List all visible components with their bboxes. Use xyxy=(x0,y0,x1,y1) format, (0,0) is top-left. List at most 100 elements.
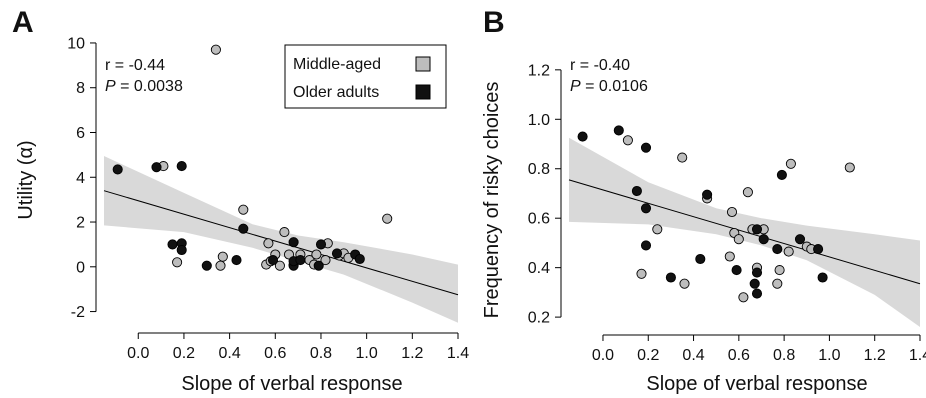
panel-b-point-older-adults xyxy=(751,267,763,278)
panel-b-point-older-adults xyxy=(640,203,652,214)
panel-b-point-middle-aged xyxy=(774,265,785,276)
panel-b-point-older-adults xyxy=(731,265,742,276)
panel-b-point-middle-aged xyxy=(738,292,749,303)
panel-a-point-older-adults xyxy=(267,255,279,266)
panel-b-y-tick-label: 1.0 xyxy=(528,112,550,129)
panel-b-point-older-adults xyxy=(613,125,624,136)
panel-a-point-middle-aged xyxy=(311,249,322,260)
panel-a-point-older-adults xyxy=(331,248,343,259)
panel-b-point-older-adults xyxy=(772,244,783,255)
panel-b: B 0.0 0.2 0.4 0.6 0.8 1.0 1.2 1.4 0.2 0.4 0.6 0.8 1.… xyxy=(481,6,926,395)
panel-b-plot: 0.0 0.2 0.4 0.6 0.8 1.0 1.2 1.4 0.2 0.4 0.6 0.8 1.0 1… xyxy=(528,62,926,364)
panel-b-x-tick-label: 0.2 xyxy=(637,347,659,364)
panel-a-y-axis-label: Utility (α) xyxy=(15,140,37,219)
panel-a-point-middle-aged xyxy=(279,227,290,238)
panel-b-point-older-adults xyxy=(640,240,652,251)
panel-a-point-older-adults xyxy=(238,223,249,234)
panel-b-point-middle-aged xyxy=(844,162,855,173)
panel-a-x-tick-label: 1.4 xyxy=(447,345,469,362)
panel-b-y-tick-label: 0.4 xyxy=(528,260,550,277)
panel-a-point-middle-aged xyxy=(210,44,221,55)
panel-a: A 0.0 0.2 0.4 0.6 0.8 1.0 1.2 1.4 -2 0 2 4 6 8 10 r = … xyxy=(12,6,469,395)
panel-b-r-stat: r = -0.40 xyxy=(570,57,630,74)
panel-a-point-older-adults xyxy=(231,255,242,266)
panel-a-point-middle-aged xyxy=(274,260,285,271)
panel-a-y-tick-label: 8 xyxy=(76,80,85,97)
panel-b-x-tick-label: 1.4 xyxy=(909,347,926,364)
panel-a-point-middle-aged xyxy=(238,204,249,215)
panel-b-point-middle-aged xyxy=(742,187,753,198)
panel-a-point-middle-aged xyxy=(263,238,274,249)
panel-a-x-tick-label: 1.0 xyxy=(356,345,378,362)
panel-a-point-older-adults xyxy=(288,237,299,248)
panel-a-y-tick-label: 10 xyxy=(67,35,85,52)
panel-b-point-older-adults xyxy=(749,278,760,289)
panel-b-y-tick-label: 1.2 xyxy=(528,62,550,79)
panel-b-y-tick-label: 0.2 xyxy=(528,310,550,327)
panel-b-x-tick-label: 1.0 xyxy=(818,347,840,364)
panel-b-point-older-adults xyxy=(758,234,769,245)
panel-a-x-tick-label: 0.2 xyxy=(173,345,195,362)
panel-a-point-older-adults xyxy=(151,162,162,173)
panel-a-point-middle-aged xyxy=(217,251,228,262)
panel-b-point-middle-aged xyxy=(783,246,794,257)
panel-a-point-older-adults xyxy=(176,244,187,256)
panel-a-plot: 0.0 0.2 0.4 0.6 0.8 1.0 1.2 1.4 -2 0 2 4 6 8 10 xyxy=(67,35,469,362)
panel-b-point-older-adults xyxy=(702,189,713,200)
panel-b-point-older-adults xyxy=(751,224,763,235)
panel-b-x-axis-label: Slope of verbal response xyxy=(646,373,867,395)
panel-a-x-tick-label: 0.8 xyxy=(310,345,332,362)
panel-a-x-axis-label: Slope of verbal response xyxy=(181,373,402,395)
panel-a-point-older-adults xyxy=(295,255,306,266)
panel-b-x-tick-label: 0.6 xyxy=(728,347,750,364)
panel-b-regression-line xyxy=(568,179,921,285)
panel-b-point-older-adults xyxy=(665,272,676,283)
panel-b-point-older-adults xyxy=(794,234,806,245)
panel-b-point-middle-aged xyxy=(724,251,735,262)
panel-a-y-tick-label: 4 xyxy=(76,170,85,187)
panel-b-point-older-adults xyxy=(577,131,588,142)
panel-a-regression-line xyxy=(103,190,459,296)
panel-b-x-tick-label: 0.4 xyxy=(682,347,704,364)
panel-b-point-middle-aged xyxy=(677,152,688,163)
panel-a-point-older-adults xyxy=(201,260,212,271)
panel-a-point-older-adults xyxy=(167,239,178,250)
panel-a-y-tick-label: 0 xyxy=(76,259,85,276)
panel-a-point-middle-aged xyxy=(320,255,331,266)
panel-a-point-middle-aged xyxy=(382,213,393,224)
panel-a-point-older-adults xyxy=(112,164,123,175)
panel-b-point-older-adults xyxy=(751,288,763,299)
legend-label-older-adults: Older adults xyxy=(293,84,379,101)
panel-b-point-older-adults xyxy=(817,272,828,283)
panel-a-y-tick-label: -2 xyxy=(71,304,85,321)
legend-label-middle-aged: Middle-aged xyxy=(293,56,381,73)
panel-b-point-middle-aged xyxy=(652,224,663,235)
legend-swatch-middle-aged xyxy=(415,56,431,72)
panel-b-point-middle-aged xyxy=(726,206,738,218)
panel-b-point-older-adults xyxy=(776,169,787,180)
panel-b-point-middle-aged xyxy=(636,268,647,279)
panel-a-confidence-band xyxy=(104,156,458,323)
panel-b-point-older-adults xyxy=(640,142,652,153)
panel-b-x-tick-label: 0.8 xyxy=(773,347,795,364)
panel-b-letter: B xyxy=(483,6,505,39)
panel-a-point-older-adults xyxy=(313,260,324,271)
panel-b-x-tick-label: 1.2 xyxy=(864,347,886,364)
panel-a-x-tick-label: 0.4 xyxy=(218,345,240,362)
panel-a-x-tick-label: 0.0 xyxy=(127,345,149,362)
panel-a-y-tick-label: 2 xyxy=(76,215,85,232)
panel-a-p-stat: P = 0.0038 xyxy=(105,78,183,95)
panel-a-x-tick-label: 1.2 xyxy=(401,345,423,362)
panel-b-x-tick-label: 0.0 xyxy=(592,347,614,364)
panel-b-point-middle-aged xyxy=(772,278,783,289)
panel-a-point-middle-aged xyxy=(215,260,226,271)
panel-b-confidence-band xyxy=(569,137,920,327)
panel-b-point-middle-aged xyxy=(733,234,744,245)
panel-a-point-older-adults xyxy=(354,253,365,265)
panel-a-x-tick-label: 0.6 xyxy=(264,345,286,362)
panel-a-r-stat: r = -0.44 xyxy=(105,57,165,74)
panel-b-y-tick-label: 0.8 xyxy=(528,161,550,178)
panel-b-point-middle-aged xyxy=(679,278,690,289)
panel-a-y-tick-label: 6 xyxy=(76,125,85,142)
panel-b-point-older-adults xyxy=(631,185,642,197)
